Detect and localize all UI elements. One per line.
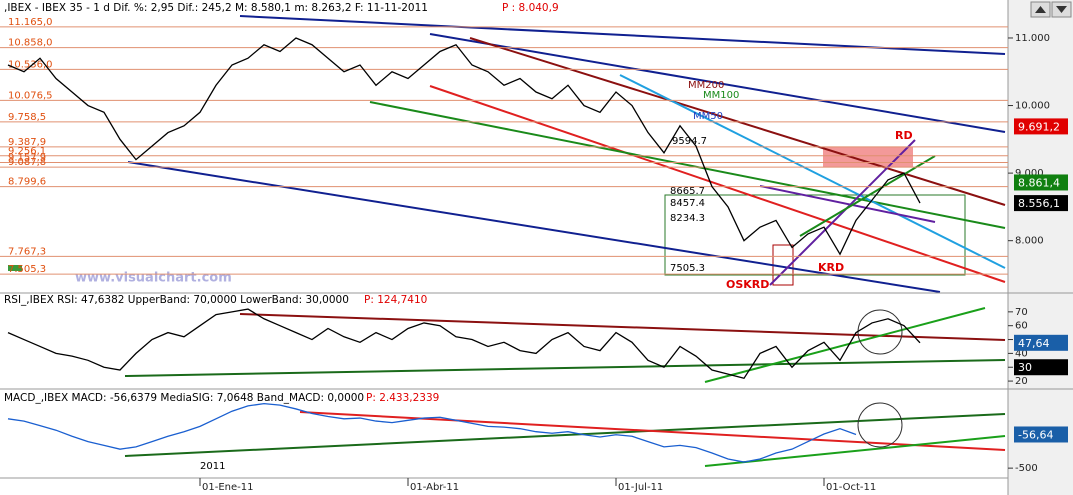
- annotation: 8665.7: [670, 186, 705, 197]
- trend-line: [124, 359, 1006, 377]
- level-label: 10.076,5: [8, 90, 53, 101]
- y-tick-label: 40: [1015, 348, 1028, 359]
- y-tick-label: 60: [1015, 321, 1028, 332]
- y-tick-label: 9.000: [1015, 168, 1044, 179]
- series-line: [7, 37, 921, 256]
- x-tick-label: 01-Jul-11: [618, 482, 663, 493]
- highlight-circle: [857, 402, 903, 448]
- y-tick-label: 11.000: [1015, 33, 1050, 44]
- year-label: 2011: [200, 461, 225, 472]
- y-tick-label: 70: [1015, 307, 1028, 318]
- y-tick-label: 10.000: [1015, 101, 1050, 112]
- trend-line: [429, 33, 1006, 133]
- annotation: OSKRD: [726, 278, 769, 291]
- annotation: MM200: [688, 80, 724, 91]
- annotation: MM50: [693, 111, 723, 122]
- trend-line: [619, 74, 1006, 269]
- level-label: 9.256,1: [8, 146, 46, 157]
- y-tick-label: 8.000: [1015, 236, 1044, 247]
- level-label: 10.858,0: [8, 38, 53, 49]
- value-badge-label: 8.556,1: [1018, 197, 1060, 210]
- trend-line: [127, 161, 941, 293]
- annotation: 7505.3: [670, 263, 705, 274]
- value-badge: [1014, 174, 1068, 191]
- annotation: RD: [895, 129, 913, 142]
- watermark: www.visualchart.com: [75, 271, 232, 286]
- panel-subtitle: P: 2.433,2339: [366, 392, 439, 404]
- series-line: [7, 308, 921, 380]
- level-label: 9.157,9: [8, 152, 46, 163]
- value-badge: [1014, 118, 1068, 135]
- scroll-buttons: [1030, 1, 1072, 18]
- value-badge: [1014, 334, 1068, 351]
- zone: [823, 147, 913, 167]
- level-label: 7.767,3: [8, 246, 46, 257]
- level-label: 10.536,0: [8, 59, 53, 70]
- value-badge: [1014, 426, 1068, 443]
- y-tick-label: -500: [1015, 463, 1038, 474]
- value-badge-label: 9.691,2: [1018, 120, 1060, 133]
- trend-line: [799, 155, 936, 237]
- box: [664, 194, 966, 276]
- series-line: [7, 402, 857, 463]
- trend-line: [369, 101, 1006, 229]
- annotation: KRD: [818, 261, 844, 274]
- value-badge-label: 8.861,4: [1018, 176, 1060, 189]
- level-label: 9.758,5: [8, 112, 46, 123]
- trend-line: [704, 435, 1006, 467]
- panel-subtitle: P: 124,7410: [364, 294, 427, 306]
- annotation: 8234.3: [670, 213, 705, 224]
- annotation: MM100: [703, 90, 739, 101]
- value-badge-label: -56,64: [1018, 428, 1053, 441]
- axis-column: [1008, 0, 1073, 495]
- value-badge: [1014, 195, 1068, 212]
- value-badge-label: 30: [1018, 361, 1032, 374]
- panel-subtitle: P : 8.040,9: [502, 2, 559, 14]
- annotation: 8457.4: [670, 198, 705, 209]
- x-tick-label: 01-Ene-11: [202, 482, 253, 493]
- value-badge: [1014, 359, 1068, 376]
- level-label: 7.505,3: [8, 264, 46, 275]
- panel-title: ,IBEX - IBEX 35 - 1 d Dif. %: 2,95 Dif.:…: [4, 2, 428, 14]
- panel-title: MACD_,IBEX MACD: -56,6379 MediaSIG: 7,06…: [4, 392, 364, 404]
- x-tick-label: 01-Abr-11: [410, 482, 459, 493]
- arrow-icon: [1035, 6, 1046, 13]
- icon: [8, 265, 22, 271]
- trend-line: [769, 139, 916, 286]
- y-tick-label: 20: [1015, 376, 1028, 387]
- trend-line: [704, 307, 986, 383]
- trend-line: [429, 85, 1006, 283]
- panel-title: RSI_,IBEX RSI: 47,6382 UpperBand: 70,000…: [4, 294, 349, 306]
- level-label: 11.165,0: [8, 17, 53, 28]
- x-tick-label: 01-Oct-11: [826, 482, 876, 493]
- trend-line: [759, 185, 936, 223]
- annotation: 9594.7: [672, 136, 707, 147]
- value-badge-label: 47,64: [1018, 337, 1050, 350]
- arrow-icon: [1056, 6, 1067, 13]
- level-label: 8.799,6: [8, 177, 46, 188]
- level-label: 9.387,9: [8, 137, 46, 148]
- level-label: 9.087,8: [8, 157, 46, 168]
